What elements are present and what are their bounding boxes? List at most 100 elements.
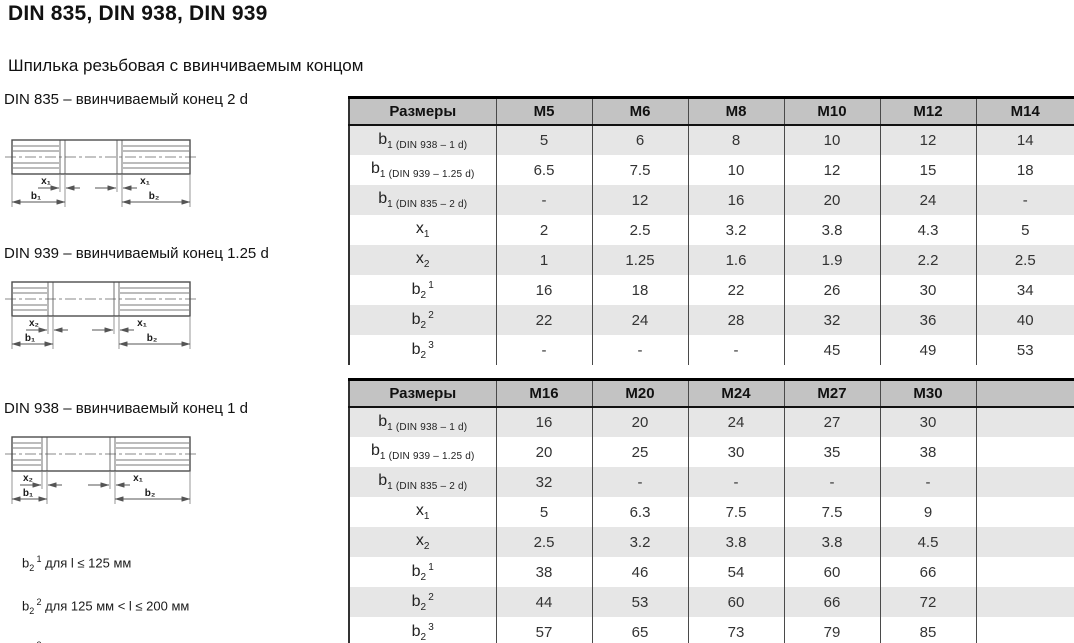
table-cell: -	[687, 467, 784, 497]
column-header: M8	[687, 96, 784, 126]
table-cell: 2.5	[495, 527, 592, 557]
table-cell: 38	[495, 557, 592, 587]
column-header: M16	[495, 378, 592, 408]
table-row: b22 44 53 60 66 72	[348, 587, 1074, 617]
table-cell: -	[495, 185, 592, 215]
figure-caption: DIN 939 – ввинчиваемый конец 1.25 d	[4, 245, 269, 262]
table-cell: 57	[495, 617, 592, 643]
table-cell: -	[783, 467, 880, 497]
table-cell: 20	[495, 437, 592, 467]
figure-caption: DIN 835 – ввинчиваемый конец 2 d	[4, 91, 248, 108]
table-cell: 73	[687, 617, 784, 643]
table-cell: 5	[495, 125, 592, 155]
table-row: x2 2.5 3.2 3.8 3.8 4.5	[348, 527, 1074, 557]
dim-label-x-right: x₁	[133, 473, 143, 484]
row-label: b22	[348, 587, 496, 617]
table-cell: 7.5	[783, 497, 880, 527]
figure-din835: DIN 835 – ввинчиваемый конец 2 d	[4, 90, 248, 210]
table-row: b1 (DIN 938 – 1 d) 5 6 8 10 12 14	[348, 125, 1074, 155]
table-cell: 72	[879, 587, 976, 617]
table-row: b21 38 46 54 60 66	[348, 557, 1074, 587]
dim-label-x-left: x₂	[23, 473, 33, 484]
table-cell: 79	[783, 617, 880, 643]
row-label: x2	[348, 527, 496, 557]
stud-drawing-din938: x₂ x₁ b₁ b₂	[5, 436, 197, 504]
table-cell: 25	[591, 437, 688, 467]
table-cell: 40	[975, 305, 1074, 335]
table-cell: 6	[591, 125, 688, 155]
table-cell	[975, 437, 1074, 467]
row-label: x1	[348, 497, 496, 527]
table-cell: 16	[495, 275, 592, 305]
table-cell: 3.2	[591, 527, 688, 557]
table-cell: 34	[975, 275, 1074, 305]
table-row: b23- - -45 49 53	[348, 335, 1074, 365]
table-cell: 45	[783, 335, 880, 365]
dim-label-x-left: x₁	[41, 176, 51, 187]
table-cell: 38	[879, 437, 976, 467]
table-cell: 1	[495, 245, 592, 275]
table-cell: 15	[879, 155, 976, 185]
table-cell: 32	[495, 467, 592, 497]
table-cell: 27	[783, 407, 880, 437]
table-cell: 18	[591, 275, 688, 305]
dim-label-x-right: x₁	[140, 176, 150, 187]
table-cell: 46	[591, 557, 688, 587]
row-label: b23	[348, 617, 496, 643]
column-header: M12	[879, 96, 976, 126]
footnote-b2-2: b22 для 125 мм < l ≤ 200 мм	[22, 596, 190, 616]
row-label-header: Размеры	[348, 96, 496, 126]
table-cell: 6.5	[495, 155, 592, 185]
table-cell: 66	[879, 557, 976, 587]
figure-din938: DIN 938 – ввинчиваемый конец 1 d	[4, 399, 248, 507]
dim-label-b-left: b₁	[23, 488, 33, 499]
row-label: b1 (DIN 835 – 2 d)	[348, 467, 496, 497]
table-cell: 2.5	[975, 245, 1074, 275]
column-header: M5	[495, 96, 592, 126]
table-cell: 54	[687, 557, 784, 587]
figure-din939: DIN 939 – ввинчиваемый конец 1.25 d	[4, 244, 269, 352]
table-cell: -	[879, 467, 976, 497]
table-cell: 28	[687, 305, 784, 335]
table-cell: 44	[495, 587, 592, 617]
table-cell: 12	[879, 125, 976, 155]
table-cell: 1.9	[783, 245, 880, 275]
table-cell: 60	[783, 557, 880, 587]
table-row: b1 (DIN 938 – 1 d) 16 20 24 27 30	[348, 407, 1074, 437]
dim-label-b-right: b₂	[149, 191, 160, 202]
row-label-header: Размеры	[348, 378, 496, 408]
table-cell: 10	[783, 125, 880, 155]
row-label: b1 (DIN 938 – 1 d)	[348, 125, 496, 155]
table-cell: -	[975, 185, 1074, 215]
stud-drawing-din939: x₂ x₁ b₁ b₂	[5, 281, 197, 349]
table-cell: 10	[687, 155, 784, 185]
table-cell: 2	[495, 215, 592, 245]
table-cell: 2.2	[879, 245, 976, 275]
column-header: M14	[975, 96, 1074, 126]
table-cell: 6.3	[591, 497, 688, 527]
table-cell: 20	[591, 407, 688, 437]
table-cell: 53	[975, 335, 1074, 365]
table-cell: 3.8	[783, 527, 880, 557]
table-cell: 20	[783, 185, 880, 215]
stud-drawing-din835: x₁ x₁ b₁ b₂	[5, 139, 197, 207]
table-cell: 14	[975, 125, 1074, 155]
footnote-b2-3: b23 для l > 200 мм	[22, 635, 189, 643]
table-cell	[975, 557, 1074, 587]
row-label: b21	[348, 275, 496, 305]
dim-label-b-right: b₂	[147, 333, 158, 344]
column-header: M27	[783, 378, 880, 408]
table-cell: 9	[879, 497, 976, 527]
page-subtitle: Шпилька резьбовая с ввинчиваемым концом	[8, 56, 364, 75]
table-cell: 85	[879, 617, 976, 643]
table-cell: 1.25	[591, 245, 688, 275]
table-cell: 16	[495, 407, 592, 437]
table-cell: 5	[975, 215, 1074, 245]
table-cell: 30	[879, 275, 976, 305]
table-cell: 66	[783, 587, 880, 617]
row-label: x2	[348, 245, 496, 275]
column-header: M20	[591, 378, 688, 408]
table-cell: 4.3	[879, 215, 976, 245]
table-cell	[975, 617, 1074, 643]
table-row: x1 5 6.3 7.5 7.5 9	[348, 497, 1074, 527]
